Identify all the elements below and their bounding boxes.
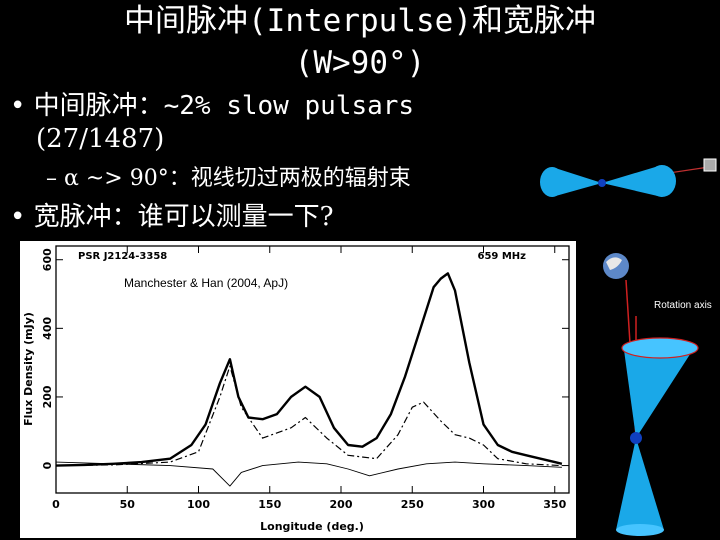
pulse-profile-chart: 0 50 100 150 200 250 300 350 0 200 400 600 PSR J212… <box>22 245 570 533</box>
plot-frame <box>55 245 570 494</box>
y-tick-label: 0 <box>41 461 54 469</box>
bullet1-text: ~2% slow pulsars <box>163 91 415 121</box>
x-tick-label: 200 <box>330 498 353 511</box>
series-line-2 <box>55 365 562 467</box>
bullet1-count: (27/1487) <box>36 124 165 154</box>
bullet-wide-pulse: • 宽脉冲：谁可以测量一下? <box>10 202 334 232</box>
y-tick-label: 600 <box>41 248 54 271</box>
series-line-1 <box>55 272 563 467</box>
title-line-2: (W>90°) <box>294 45 426 81</box>
x-tick-label: 150 <box>258 498 281 511</box>
slide-title: 中间脉冲(Interpulse)和宽脉冲 (W>90°) <box>0 0 720 84</box>
y-tick-label: 400 <box>41 317 54 340</box>
x-tick-label: 50 <box>120 498 136 511</box>
title-line-1: 中间脉冲(Interpulse)和宽脉冲 <box>124 3 596 39</box>
sub-bullet-alpha: – α ~> 90°：视线切过两极的辐射束 <box>46 166 411 191</box>
x-tick-label: 0 <box>52 498 60 511</box>
x-tick-label: 300 <box>472 498 495 511</box>
bullet1-label: • 中间脉冲： <box>10 91 164 121</box>
pulsar-beam-illustration <box>540 158 717 197</box>
bullet-interpulse: • 中间脉冲：~2% slow pulsars (27/1487) <box>10 90 414 156</box>
satellite-icon <box>703 158 717 172</box>
frequency-label: 659 MHz <box>478 251 527 262</box>
rotating-beam-illustration: Rotation axis <box>603 253 712 536</box>
pulse-profile-figure: 0 50 100 150 200 250 300 350 0 200 400 600 PSR J212… <box>20 241 576 538</box>
x-tick-label: 100 <box>187 498 210 511</box>
pulsar-name: PSR J2124-3358 <box>78 251 167 262</box>
rotation-axis-label: Rotation axis <box>654 300 712 311</box>
x-tick-label: 350 <box>543 498 566 511</box>
x-tick-label: 250 <box>401 498 424 511</box>
x-axis-label: Longitude (deg.) <box>260 520 364 533</box>
y-axis-label: Flux Density (mJy) <box>22 312 35 426</box>
y-tick-label: 200 <box>41 385 54 408</box>
series-line-3 <box>55 461 562 487</box>
citation: Manchester & Han (2004, ApJ) <box>124 276 288 290</box>
